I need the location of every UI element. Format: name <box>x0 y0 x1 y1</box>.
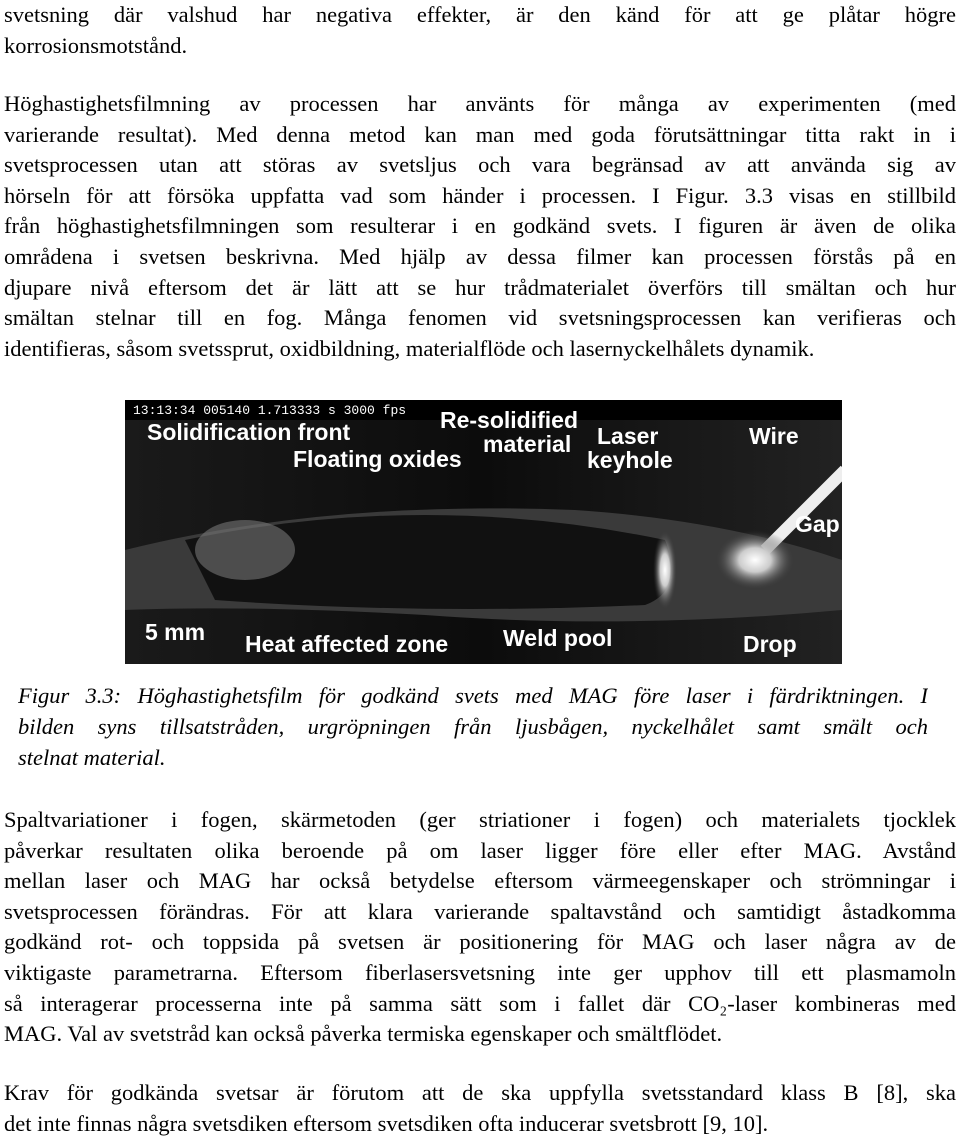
figure-label: Floating oxides <box>293 446 462 472</box>
text-line: godkänd rot- och toppsida på svetsen är … <box>4 929 956 955</box>
text-line: identifieras, såsom svetssprut, oxidbild… <box>4 335 815 361</box>
text-line: smältan stelnar till en fog. Många fenom… <box>4 305 956 331</box>
text-line: djupare nivå eftersom det är lätt att se… <box>4 274 956 300</box>
paragraph: Spaltvariationer i fogen, skärmetoden (g… <box>4 805 956 1050</box>
text-line: korrosionsmotstånd. <box>4 32 188 58</box>
text-line: Spaltvariationer i fogen, skärmetoden (g… <box>4 807 956 832</box>
paragraph: svetsning där valshud har negativa effek… <box>4 0 956 61</box>
figure-label: Gap <box>795 511 840 537</box>
weld-pool-shape <box>185 515 672 609</box>
text-line: svetsprocessen utan att störas av svetsl… <box>4 152 956 178</box>
text-line: Krav för godkända svetsar är förutom att… <box>4 1080 956 1105</box>
text-line: mellan laser och MAG har också betydelse… <box>4 868 956 894</box>
text-line: bilden syns tillsatstråden, urgröpningen… <box>18 714 928 739</box>
paragraph: Höghastighetsfilmning av processen har a… <box>4 89 956 364</box>
timestamp-bar <box>125 400 842 420</box>
figure-label: Heat affected zone <box>245 631 448 657</box>
text-line: påverkar resultaten olika beroende på om… <box>4 837 956 863</box>
figure-label: Wire <box>749 423 799 449</box>
text-line: stelnat material. <box>18 745 166 770</box>
text-line: så interagerar processerna inte på samma… <box>4 990 956 1016</box>
figure-label: keyhole <box>587 447 673 473</box>
paragraph: Krav för godkända svetsar är förutom att… <box>4 1078 956 1139</box>
figure-caption: Figur 3.3: Höghastighetsfilm för godkänd… <box>18 680 928 773</box>
figure-label: Re-solidified <box>440 407 578 433</box>
figure-label: Laser <box>597 423 658 449</box>
keyhole-glow <box>653 530 677 610</box>
text-line: svetsning där valshud har negativa effek… <box>4 2 956 27</box>
figure-label: material <box>483 431 571 457</box>
text-line: varierande resultat). Med denna metod ka… <box>4 121 956 147</box>
text-line: MAG. Val av svetstråd kan också påverka … <box>4 1021 723 1047</box>
text-line: Figur 3.3: Höghastighetsfilm för godkänd… <box>18 683 928 708</box>
text-line: områdena i svetsen beskrivna. Med hjälp … <box>4 243 956 269</box>
text-line: från höghastighetsfilmningen som resulte… <box>4 213 956 239</box>
text-line: hörseln för att försöka uppfatta vad som… <box>4 182 956 208</box>
figure-label: Solidification front <box>147 419 350 445</box>
text-line: Höghastighetsfilmning av processen har a… <box>4 91 956 116</box>
figure-label: Drop <box>743 631 797 657</box>
text-line: svetsprocessen förändras. För att klara … <box>4 898 956 924</box>
figure-image: 13:13:34 005140 1.713333 s 3000 fps Soli… <box>125 400 842 664</box>
figure-label: Weld pool <box>503 625 612 651</box>
timestamp: 13:13:34 005140 1.713333 s 3000 fps <box>133 403 406 418</box>
text-line: viktigaste parametrarna. Eftersom fiberl… <box>4 959 956 985</box>
oxide-region <box>195 520 295 580</box>
figure-label: 5 mm <box>145 619 205 645</box>
text-line: det inte finnas några svetsdiken efterso… <box>4 1110 769 1136</box>
arc-glow <box>715 530 795 590</box>
